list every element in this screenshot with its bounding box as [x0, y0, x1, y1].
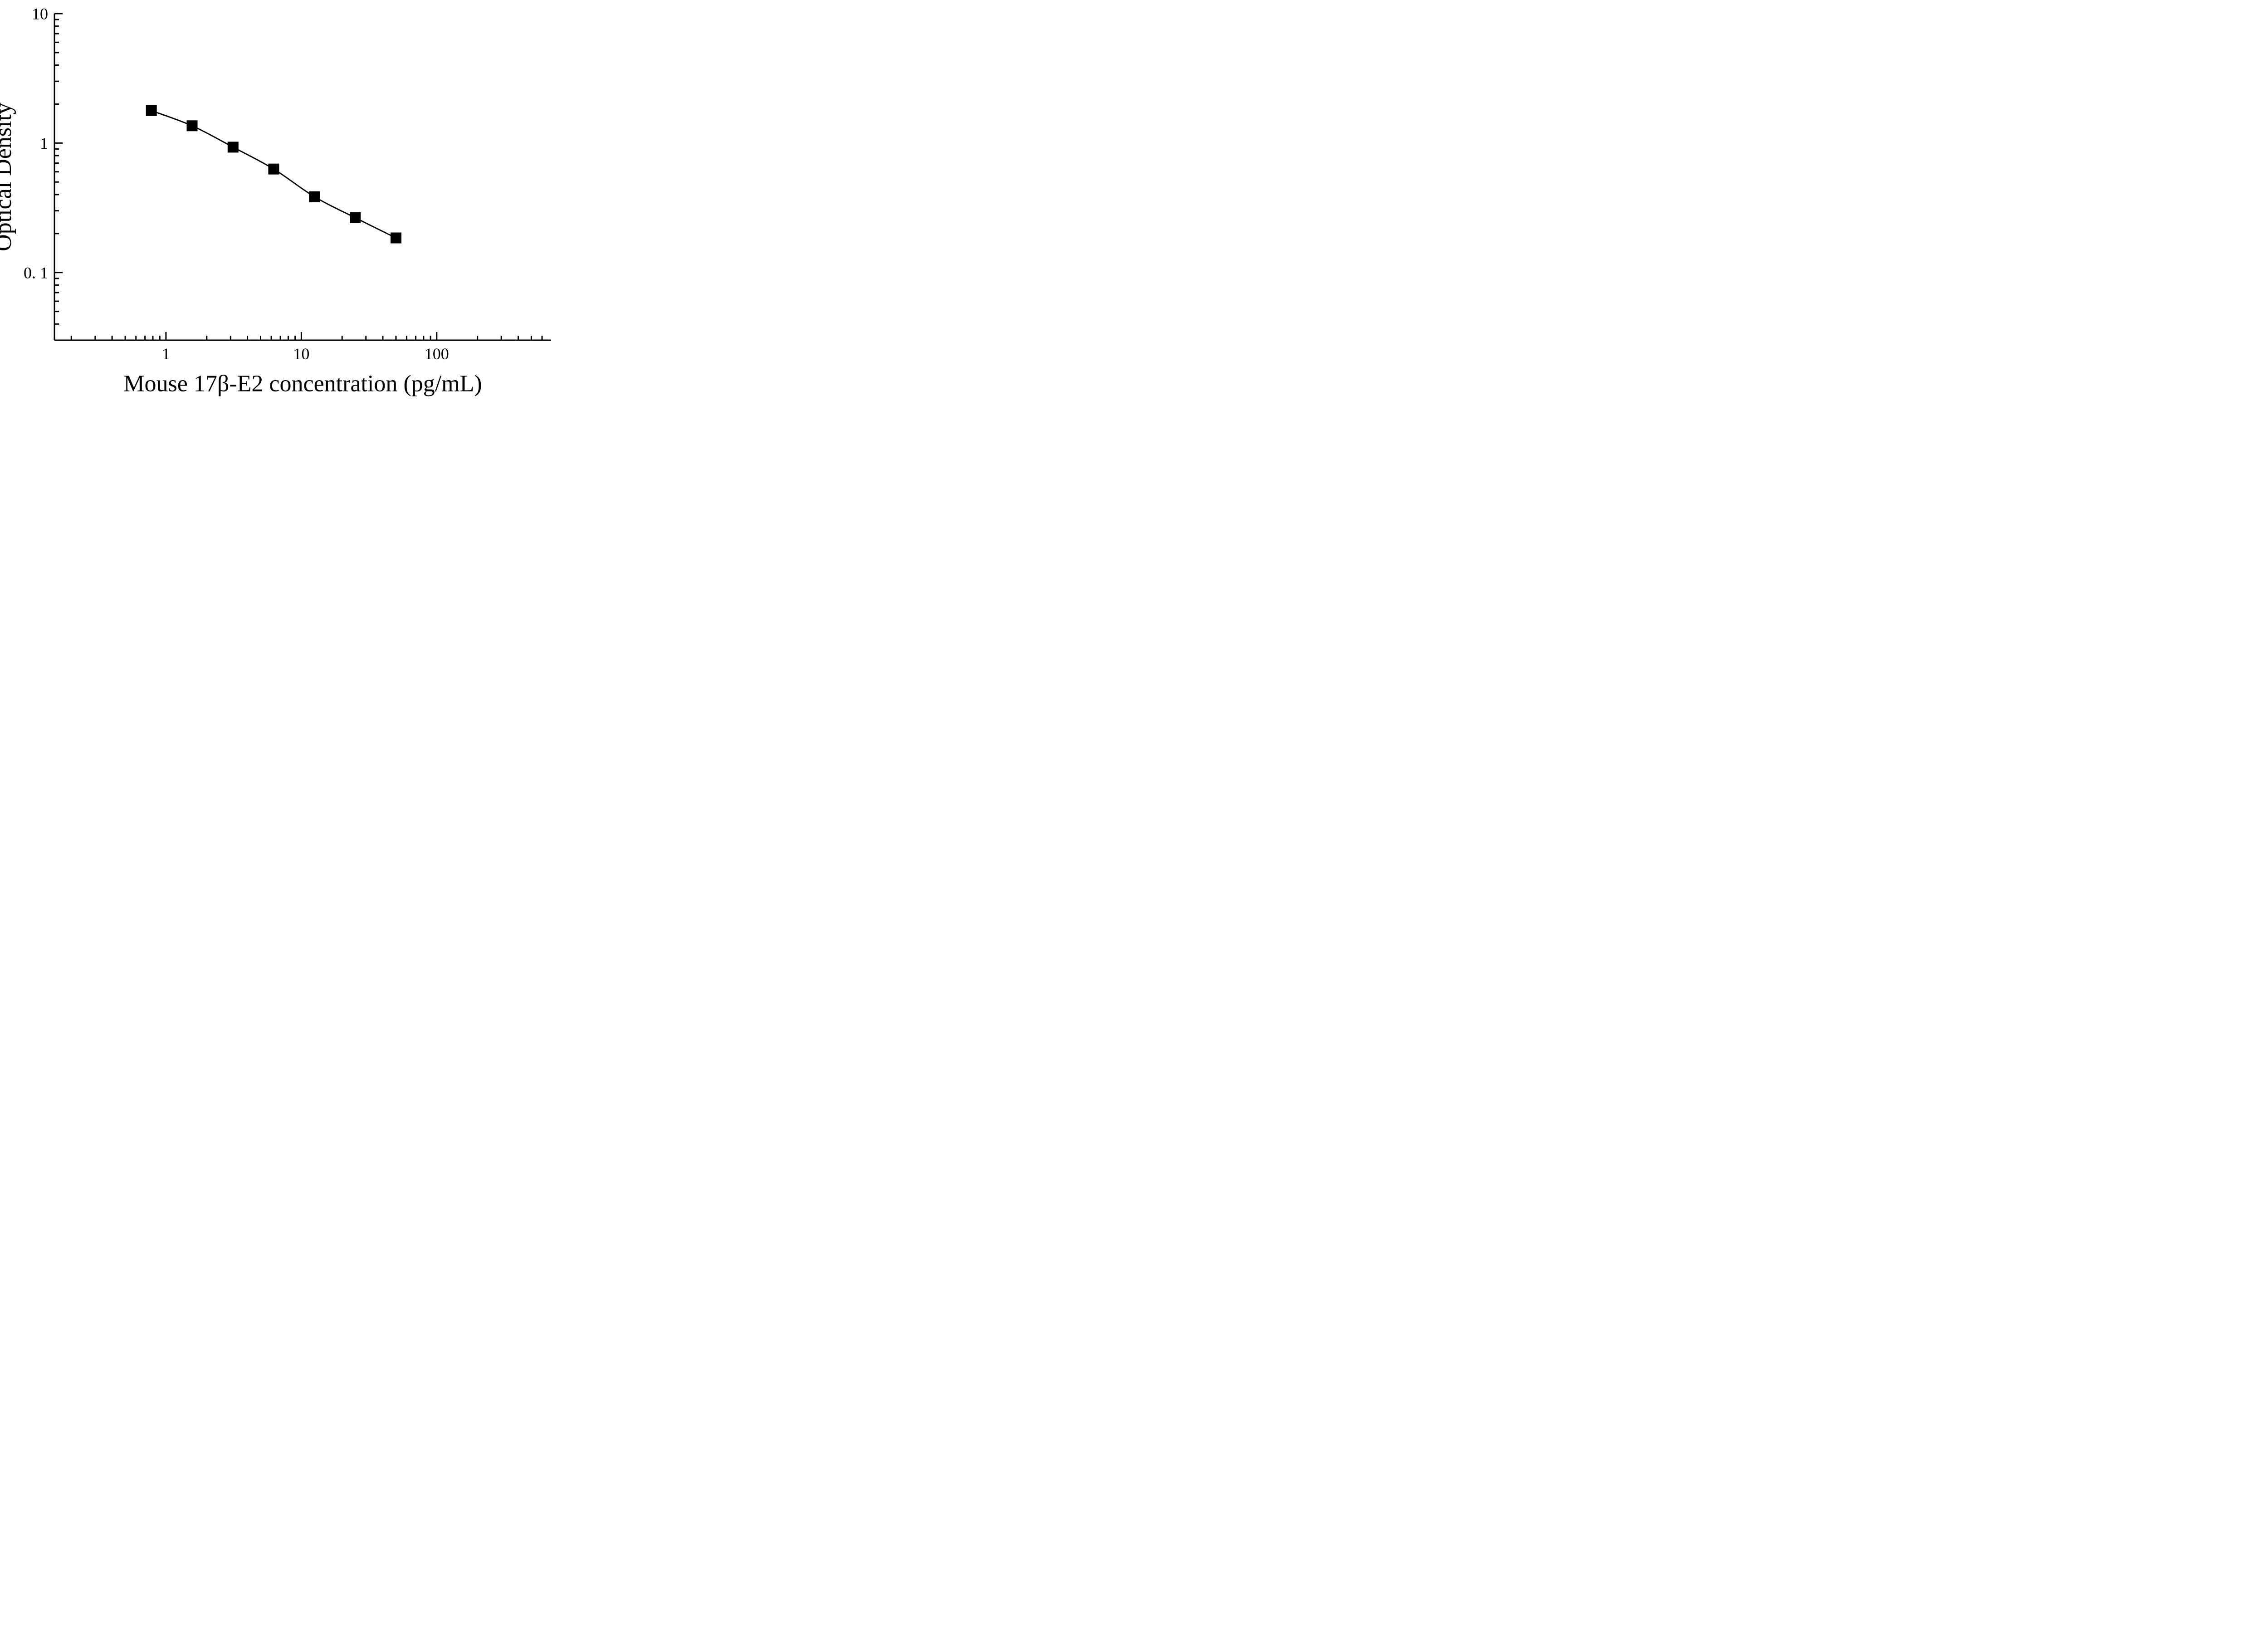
- y-axis-label: Optical Density: [0, 103, 16, 251]
- y-tick-label: 0. 1: [24, 264, 48, 282]
- x-tick-label: 100: [425, 345, 449, 363]
- y-tick-label: 1: [40, 134, 48, 152]
- data-point-marker: [350, 212, 361, 223]
- chart-container: 1 10 100 0. 1 1 10 Mouse 17β-E2 concentration …: [0, 0, 575, 410]
- chart-svg: 1 10 100 0. 1 1 10 Mouse 17β-E2 concentration …: [0, 0, 575, 410]
- data-point-marker: [146, 105, 157, 116]
- data-point-marker: [228, 142, 239, 152]
- data-point-marker: [309, 191, 320, 202]
- x-tick-label: 10: [293, 345, 309, 363]
- data-point-marker: [391, 233, 401, 244]
- data-point-marker: [268, 164, 279, 175]
- data-point-marker: [187, 120, 198, 131]
- x-axis-label: Mouse 17β-E2 concentration (pg/mL): [123, 371, 482, 397]
- y-tick-label: 10: [32, 5, 48, 23]
- x-tick-label: 1: [162, 345, 170, 363]
